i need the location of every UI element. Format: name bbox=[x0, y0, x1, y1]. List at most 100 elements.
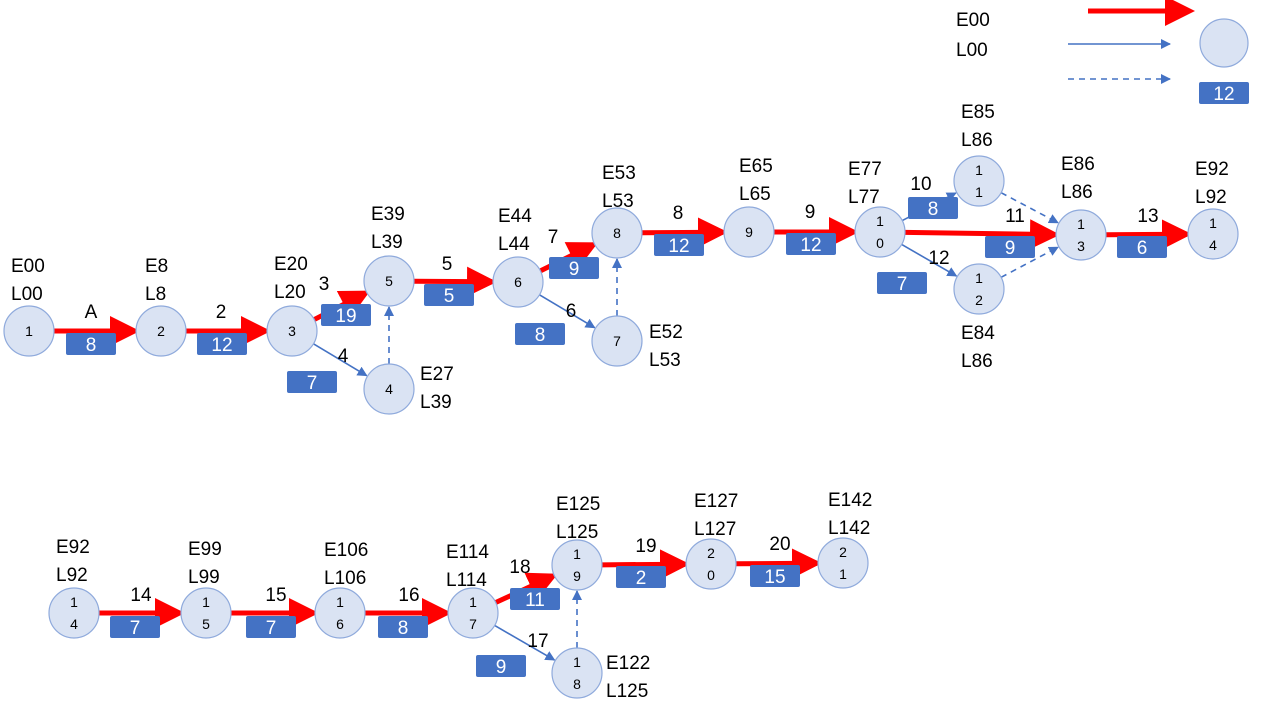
node-number: 9 bbox=[745, 224, 753, 240]
duration-value: 7 bbox=[897, 274, 908, 295]
node-number: 2 bbox=[707, 545, 715, 561]
early-time-21: E142 bbox=[828, 490, 872, 511]
duration-box-bg bbox=[908, 197, 958, 219]
node-number: 2 bbox=[975, 292, 983, 308]
event-node-13: 13 bbox=[1055, 209, 1107, 261]
duration-box-bg bbox=[786, 233, 836, 255]
duration-value: 9 bbox=[1005, 238, 1016, 259]
activity-label-13-14: 13 bbox=[1137, 206, 1158, 227]
node-number: 1 bbox=[25, 323, 33, 339]
event-node-16: 16 bbox=[314, 587, 366, 639]
duration-box-2-3: 12 bbox=[197, 333, 247, 356]
duration-value: 5 bbox=[444, 286, 455, 307]
late-time-20: L127 bbox=[694, 519, 736, 540]
late-time-19: L125 bbox=[556, 522, 598, 543]
duration-box-bg bbox=[321, 304, 371, 326]
early-time-6: E44 bbox=[498, 206, 532, 227]
early-time-17: E114 bbox=[446, 542, 489, 563]
node-circle bbox=[1055, 209, 1107, 261]
duration-value: 9 bbox=[496, 657, 507, 678]
event-node-3: 3 bbox=[266, 305, 318, 357]
node-number: 2 bbox=[839, 544, 847, 560]
node-number: 1 bbox=[975, 270, 983, 286]
late-time-21: L142 bbox=[828, 518, 870, 539]
node-number: 7 bbox=[469, 616, 477, 632]
node-circle bbox=[363, 363, 415, 415]
node-number: 6 bbox=[336, 616, 344, 632]
early-time-3: E20 bbox=[274, 254, 308, 275]
early-time-5: E39 bbox=[371, 204, 405, 225]
duration-box-bg bbox=[549, 257, 599, 279]
late-time-3: L20 bbox=[274, 282, 306, 303]
node-number: 1 bbox=[573, 654, 581, 670]
event-node-8: 8 bbox=[591, 207, 643, 259]
node-circle bbox=[551, 539, 603, 591]
late-time-13: L86 bbox=[1061, 182, 1093, 203]
node-number: 8 bbox=[613, 225, 621, 241]
duration-value: 7 bbox=[266, 618, 277, 639]
node-circle bbox=[135, 305, 187, 357]
arrow-6-7 bbox=[539, 294, 596, 329]
node-circle bbox=[180, 587, 232, 639]
late-time-15: L99 bbox=[188, 567, 220, 588]
activity-arrows bbox=[54, 191, 1193, 661]
event-node-1: 1 bbox=[3, 305, 55, 357]
activity-label-17-19: 18 bbox=[509, 557, 530, 578]
duration-box-bg bbox=[750, 565, 800, 587]
activity-label-6-7: 6 bbox=[566, 301, 577, 322]
duration-value: 11 bbox=[525, 590, 545, 611]
early-time-15: E99 bbox=[188, 539, 222, 560]
node-number: 4 bbox=[70, 616, 78, 632]
late-time-6: L44 bbox=[498, 234, 530, 255]
early-time-12: E84 bbox=[961, 323, 995, 344]
duration-box-bg bbox=[424, 284, 474, 306]
event-node-10: 10 bbox=[854, 206, 906, 258]
event-node-15: 15 bbox=[180, 587, 232, 639]
late-time-14: L92 bbox=[1195, 187, 1227, 208]
duration-box-17-19: 11 bbox=[510, 588, 560, 611]
activity-label-3-4: 4 bbox=[338, 346, 349, 367]
node-number: 4 bbox=[385, 381, 393, 397]
node-number: 1 bbox=[336, 594, 344, 610]
activity-label-1-2: A bbox=[85, 302, 98, 323]
activity-label-19-20: 19 bbox=[635, 536, 656, 557]
node-number: 1 bbox=[469, 594, 477, 610]
node-number: 8 bbox=[573, 676, 581, 692]
event-node-14: 14 bbox=[1187, 208, 1239, 260]
early-time-19: E125 bbox=[556, 494, 600, 515]
legend-early: E00 bbox=[956, 10, 990, 31]
duration-box-bg bbox=[66, 333, 116, 355]
duration-box-bg bbox=[515, 323, 565, 345]
early-time-16: E106 bbox=[324, 540, 368, 561]
node-circle bbox=[723, 206, 775, 258]
node-circle bbox=[492, 256, 544, 308]
node-circle bbox=[591, 207, 643, 259]
activity-label-20-21: 20 bbox=[769, 534, 790, 555]
duration-value: 8 bbox=[535, 325, 546, 346]
legend: E00 L00 12 bbox=[956, 0, 1249, 105]
activity-label-2-3: 2 bbox=[216, 302, 227, 323]
activity-label-5-6: 5 bbox=[442, 254, 453, 275]
late-time-4: L39 bbox=[420, 392, 452, 413]
activity-label-10-13: 11 bbox=[1005, 206, 1025, 227]
arrow-17-18 bbox=[494, 624, 556, 661]
late-time-8: L53 bbox=[602, 191, 634, 212]
duration-box-bg bbox=[287, 371, 337, 393]
late-time-5: L39 bbox=[371, 232, 403, 253]
event-node-18: 18 bbox=[551, 647, 603, 699]
arrow-20-21 bbox=[735, 548, 823, 579]
early-time-8: E53 bbox=[602, 163, 636, 184]
duration-value: 8 bbox=[86, 335, 97, 356]
late-time-7: L53 bbox=[649, 350, 681, 371]
arrow-8-9 bbox=[641, 217, 729, 248]
event-node-11: 11 bbox=[953, 155, 1005, 207]
node-number: 5 bbox=[202, 616, 210, 632]
event-node-5: 5 bbox=[363, 255, 415, 307]
event-node-17: 17 bbox=[447, 587, 499, 639]
activity-label-16-17: 16 bbox=[398, 585, 419, 606]
node-number: 9 bbox=[573, 568, 581, 584]
node-circle bbox=[854, 206, 906, 258]
